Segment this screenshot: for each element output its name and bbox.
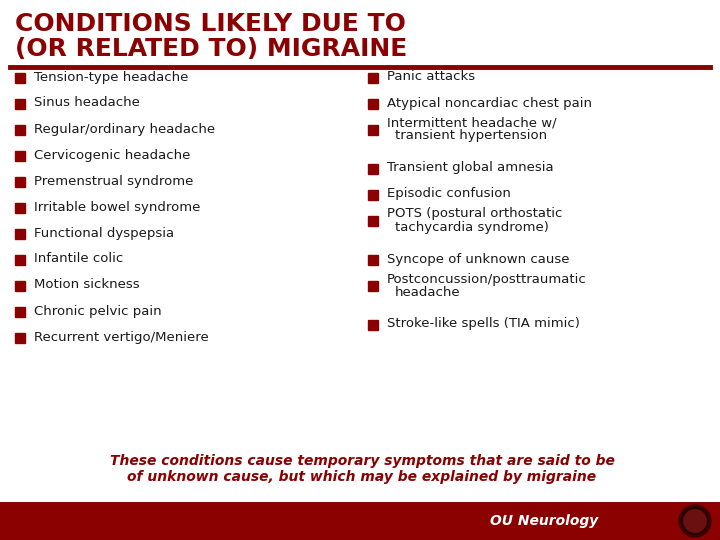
Bar: [15, 99, 25, 109]
Text: Regular/ordinary headache: Regular/ordinary headache: [34, 123, 215, 136]
Bar: [15, 229, 25, 239]
Text: Atypical noncardiac chest pain: Atypical noncardiac chest pain: [387, 97, 592, 110]
Text: Sinus headache: Sinus headache: [34, 97, 140, 110]
Bar: [368, 99, 378, 109]
Bar: [368, 255, 378, 265]
Text: Functional dyspepsia: Functional dyspepsia: [34, 226, 174, 240]
Text: POTS (postural orthostatic: POTS (postural orthostatic: [387, 207, 562, 220]
Text: Episodic confusion: Episodic confusion: [387, 187, 511, 200]
Text: Tension-type headache: Tension-type headache: [34, 71, 189, 84]
Bar: [15, 307, 25, 317]
Bar: [15, 125, 25, 135]
Bar: [368, 190, 378, 200]
Bar: [15, 73, 25, 83]
Text: CONDITIONS LIKELY DUE TO: CONDITIONS LIKELY DUE TO: [15, 12, 406, 36]
Text: Transient global amnesia: Transient global amnesia: [387, 161, 554, 174]
Text: Syncope of unknown cause: Syncope of unknown cause: [387, 253, 570, 266]
Bar: [368, 164, 378, 174]
Bar: [368, 216, 378, 226]
Bar: [15, 255, 25, 265]
Text: Recurrent vertigo/Meniere: Recurrent vertigo/Meniere: [34, 330, 209, 343]
Text: Intermittent headache w/: Intermittent headache w/: [387, 117, 557, 130]
Text: Postconcussion/posttraumatic: Postconcussion/posttraumatic: [387, 273, 587, 286]
Bar: [368, 281, 378, 291]
Bar: [0, 502, 720, 540]
Circle shape: [679, 505, 711, 537]
Text: Stroke-like spells (TIA mimic): Stroke-like spells (TIA mimic): [387, 318, 580, 330]
Text: OU Neurology: OU Neurology: [490, 514, 598, 528]
Circle shape: [682, 508, 708, 534]
Text: Premenstrual syndrome: Premenstrual syndrome: [34, 174, 194, 187]
Text: Cervicogenic headache: Cervicogenic headache: [34, 148, 190, 161]
Text: Chronic pelvic pain: Chronic pelvic pain: [34, 305, 161, 318]
Bar: [368, 320, 378, 330]
Bar: [368, 125, 378, 135]
Text: These conditions cause temporary symptoms that are said to be: These conditions cause temporary symptom…: [109, 454, 614, 468]
Text: transient hypertension: transient hypertension: [395, 130, 547, 143]
Bar: [15, 177, 25, 187]
Text: of unknown cause, but which may be explained by migraine: of unknown cause, but which may be expla…: [127, 470, 597, 484]
Text: tachycardia syndrome): tachycardia syndrome): [395, 220, 549, 233]
Text: Motion sickness: Motion sickness: [34, 279, 140, 292]
Bar: [368, 73, 378, 83]
Bar: [15, 333, 25, 343]
Text: Panic attacks: Panic attacks: [387, 71, 475, 84]
Bar: [15, 151, 25, 161]
Bar: [15, 281, 25, 291]
Text: Infantile colic: Infantile colic: [34, 253, 123, 266]
Text: headache: headache: [395, 286, 461, 299]
Text: Irritable bowel syndrome: Irritable bowel syndrome: [34, 200, 200, 213]
Bar: [15, 203, 25, 213]
Text: (OR RELATED TO) MIGRAINE: (OR RELATED TO) MIGRAINE: [15, 37, 408, 61]
